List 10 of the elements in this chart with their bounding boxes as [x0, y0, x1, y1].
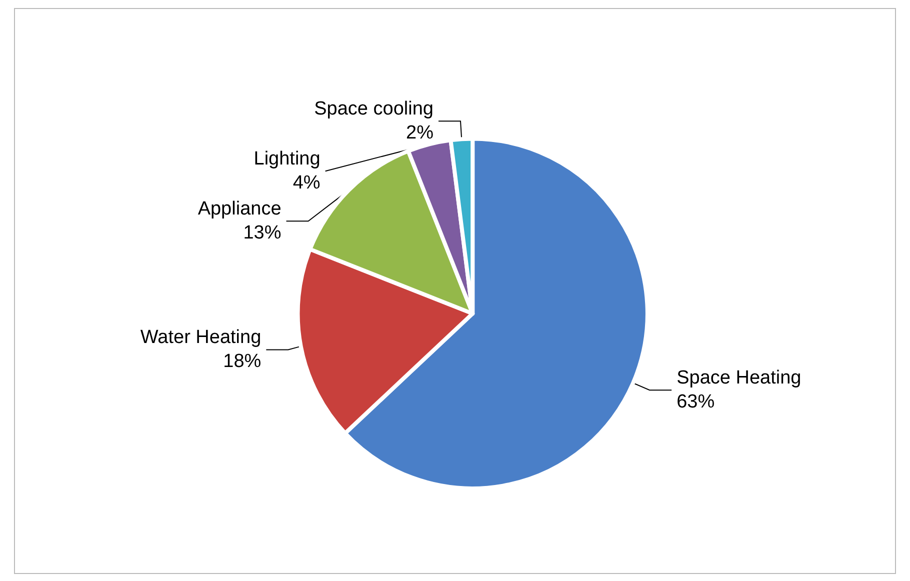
- data-label: 18%: [223, 351, 262, 372]
- slice-label: Lighting: [254, 148, 320, 170]
- data-label: 4%: [292, 172, 320, 194]
- data-label: 63%: [676, 392, 715, 413]
- data-label: 2%: [406, 122, 434, 144]
- slice-label: Space Heating: [676, 368, 802, 389]
- data-label: 13%: [243, 222, 282, 244]
- slice-label: Appliance: [198, 198, 282, 220]
- slice-label: Space cooling: [314, 98, 434, 120]
- slice-label: Water Heating: [140, 327, 262, 348]
